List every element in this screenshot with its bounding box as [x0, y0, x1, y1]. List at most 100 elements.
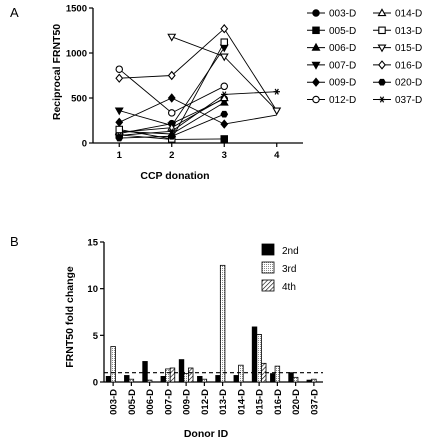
data-point-013-d — [115, 125, 124, 134]
bar-037-d-3rd — [311, 378, 317, 383]
panel-b-x-tick-label: 016-D — [273, 389, 284, 415]
bar-020-d-2nd — [288, 372, 294, 383]
panel-b-y-tick-label: 15 — [87, 238, 98, 249]
data-point-015-d — [167, 33, 177, 42]
panel-b-y-tick-label: 5 — [93, 331, 99, 342]
legend-entry-020-d: 020-D — [373, 78, 422, 89]
legend-entry-015-d: 015-D — [373, 43, 422, 54]
panel-b-x-tick-label: 006-D — [145, 389, 156, 415]
panel-b-x-tick-label: 003-D — [109, 389, 120, 415]
legend-label: 003-D — [329, 9, 356, 20]
bar-007-d-4th — [169, 367, 176, 383]
panel-b-y-tick-label: 10 — [87, 284, 98, 295]
series-line-037-d — [119, 91, 277, 136]
panel-b-y-tick-label: 0 — [93, 378, 98, 389]
legend-marker-003-d — [312, 9, 320, 17]
panel-a-y-tick-label: 1000 — [66, 49, 87, 60]
bar-006-d-3rd — [146, 379, 153, 383]
data-point-037-d — [221, 91, 228, 98]
bar-012-d-3rd — [201, 378, 208, 383]
data-point-012-d — [168, 109, 176, 117]
bar-020-d-3rd — [292, 376, 299, 383]
legend-entry-014-d: 014-D — [373, 8, 422, 20]
bar-009-d-3rd — [183, 373, 189, 383]
panel-b-axes: 0 5 10 15 003-D 005-D 006-D 007-D 009-D 012-D 013-… — [87, 238, 323, 415]
legend-label: 015-D — [395, 43, 422, 54]
bar-006-d-2nd — [142, 361, 148, 383]
legend-swatch — [261, 243, 275, 256]
legend-marker-012-d — [312, 95, 320, 104]
data-point-037-d — [116, 132, 123, 139]
data-point-015-d — [272, 107, 282, 116]
bar-037-d-2nd — [306, 379, 312, 383]
bar-005-d-3rd — [128, 378, 135, 383]
legend-entry-2nd: 2nd — [261, 243, 299, 257]
panel-a-y-tick-label: 0 — [82, 139, 87, 150]
panel-b-bars — [104, 264, 323, 383]
panel-a-legend: 003-D 005-D 006-D 007-D 009-D 012-D 014-D 013-D… — [307, 8, 422, 106]
legend-marker-016-d — [378, 60, 386, 70]
data-point-009-d — [167, 93, 176, 103]
legend-marker-006-d — [311, 42, 321, 51]
data-point-006-d — [219, 97, 229, 106]
bar-007-d-2nd — [160, 375, 166, 383]
panel-a-lines — [118, 28, 278, 140]
panel-a-x-tick-label: 2 — [169, 150, 174, 161]
panel-a-x-tick-label: 4 — [274, 150, 280, 161]
data-point-015-d — [219, 53, 229, 62]
bar-014-d-3rd — [238, 364, 244, 383]
panel-a-x-axis-label: CCP donation — [140, 170, 209, 182]
panel-a-axes: 0 500 1000 1500 1 2 3 4 — [66, 4, 303, 161]
legend-entry-006-d: 006-D — [307, 42, 356, 54]
bar-003-d-3rd — [110, 346, 116, 383]
panel-b-x-tick-label: 007-D — [163, 389, 174, 415]
data-point-016-d — [167, 70, 176, 81]
legend-label: 4th — [282, 282, 296, 293]
bar-015-d-2nd — [251, 326, 258, 383]
panel-b-x-tick-label: 013-D — [218, 389, 229, 415]
legend-label: 014-D — [395, 9, 422, 20]
legend-entry-012-d: 012-D — [307, 95, 356, 106]
panel-b-x-tick-label: 015-D — [255, 389, 266, 415]
series-segment-009-d — [224, 114, 277, 125]
legend-label: 012-D — [329, 95, 356, 106]
legend-marker-037-d — [378, 96, 386, 103]
data-point-020-d — [167, 132, 176, 140]
data-point-013-d — [220, 38, 229, 46]
bar-014-d-2nd — [233, 375, 239, 383]
bar-013-d-2nd — [215, 375, 221, 383]
panel-a-x-tick-label: 3 — [222, 150, 227, 161]
data-point-014-d — [219, 93, 229, 102]
bar-005-d-2nd — [124, 375, 130, 383]
legend-swatch — [261, 261, 275, 274]
data-point-007-d — [219, 44, 229, 53]
panel-b-x-axis-label: Donor ID — [184, 428, 229, 440]
panel-b-x-tick-label: 012-D — [200, 389, 211, 415]
data-point-009-d — [115, 117, 124, 127]
data-point-020-d — [220, 110, 229, 118]
data-point-012-d — [115, 65, 124, 73]
legend-swatch — [261, 279, 275, 292]
panel-a-x-tick-label: 1 — [117, 150, 123, 161]
bar-013-d-3rd — [219, 264, 226, 383]
legend-entry-037-d: 037-D — [373, 95, 422, 106]
data-point-005-d — [220, 135, 229, 143]
panel-label-b: B — [10, 234, 19, 249]
legend-label: 005-D — [329, 26, 356, 37]
series-segment-016-d — [223, 28, 278, 111]
legend-marker-014-d — [377, 8, 387, 17]
bar-012-d-2nd — [197, 375, 203, 383]
panel-b-y-axis-label: FRNT50 fold change — [64, 266, 76, 368]
legend-entry-4th: 4th — [261, 279, 296, 293]
legend-label: 037-D — [395, 95, 422, 106]
bar-009-d-2nd — [178, 359, 185, 383]
data-point-037-d — [168, 128, 175, 135]
legend-marker-020-d — [378, 78, 386, 86]
panel-b-x-tick-label: 014-D — [236, 389, 247, 415]
legend-marker-013-d — [378, 26, 386, 35]
data-point-012-d — [220, 82, 229, 91]
data-point-037-d — [273, 88, 280, 95]
panel-b-x-tick-label: 005-D — [127, 389, 138, 415]
data-point-016-d — [115, 73, 124, 83]
